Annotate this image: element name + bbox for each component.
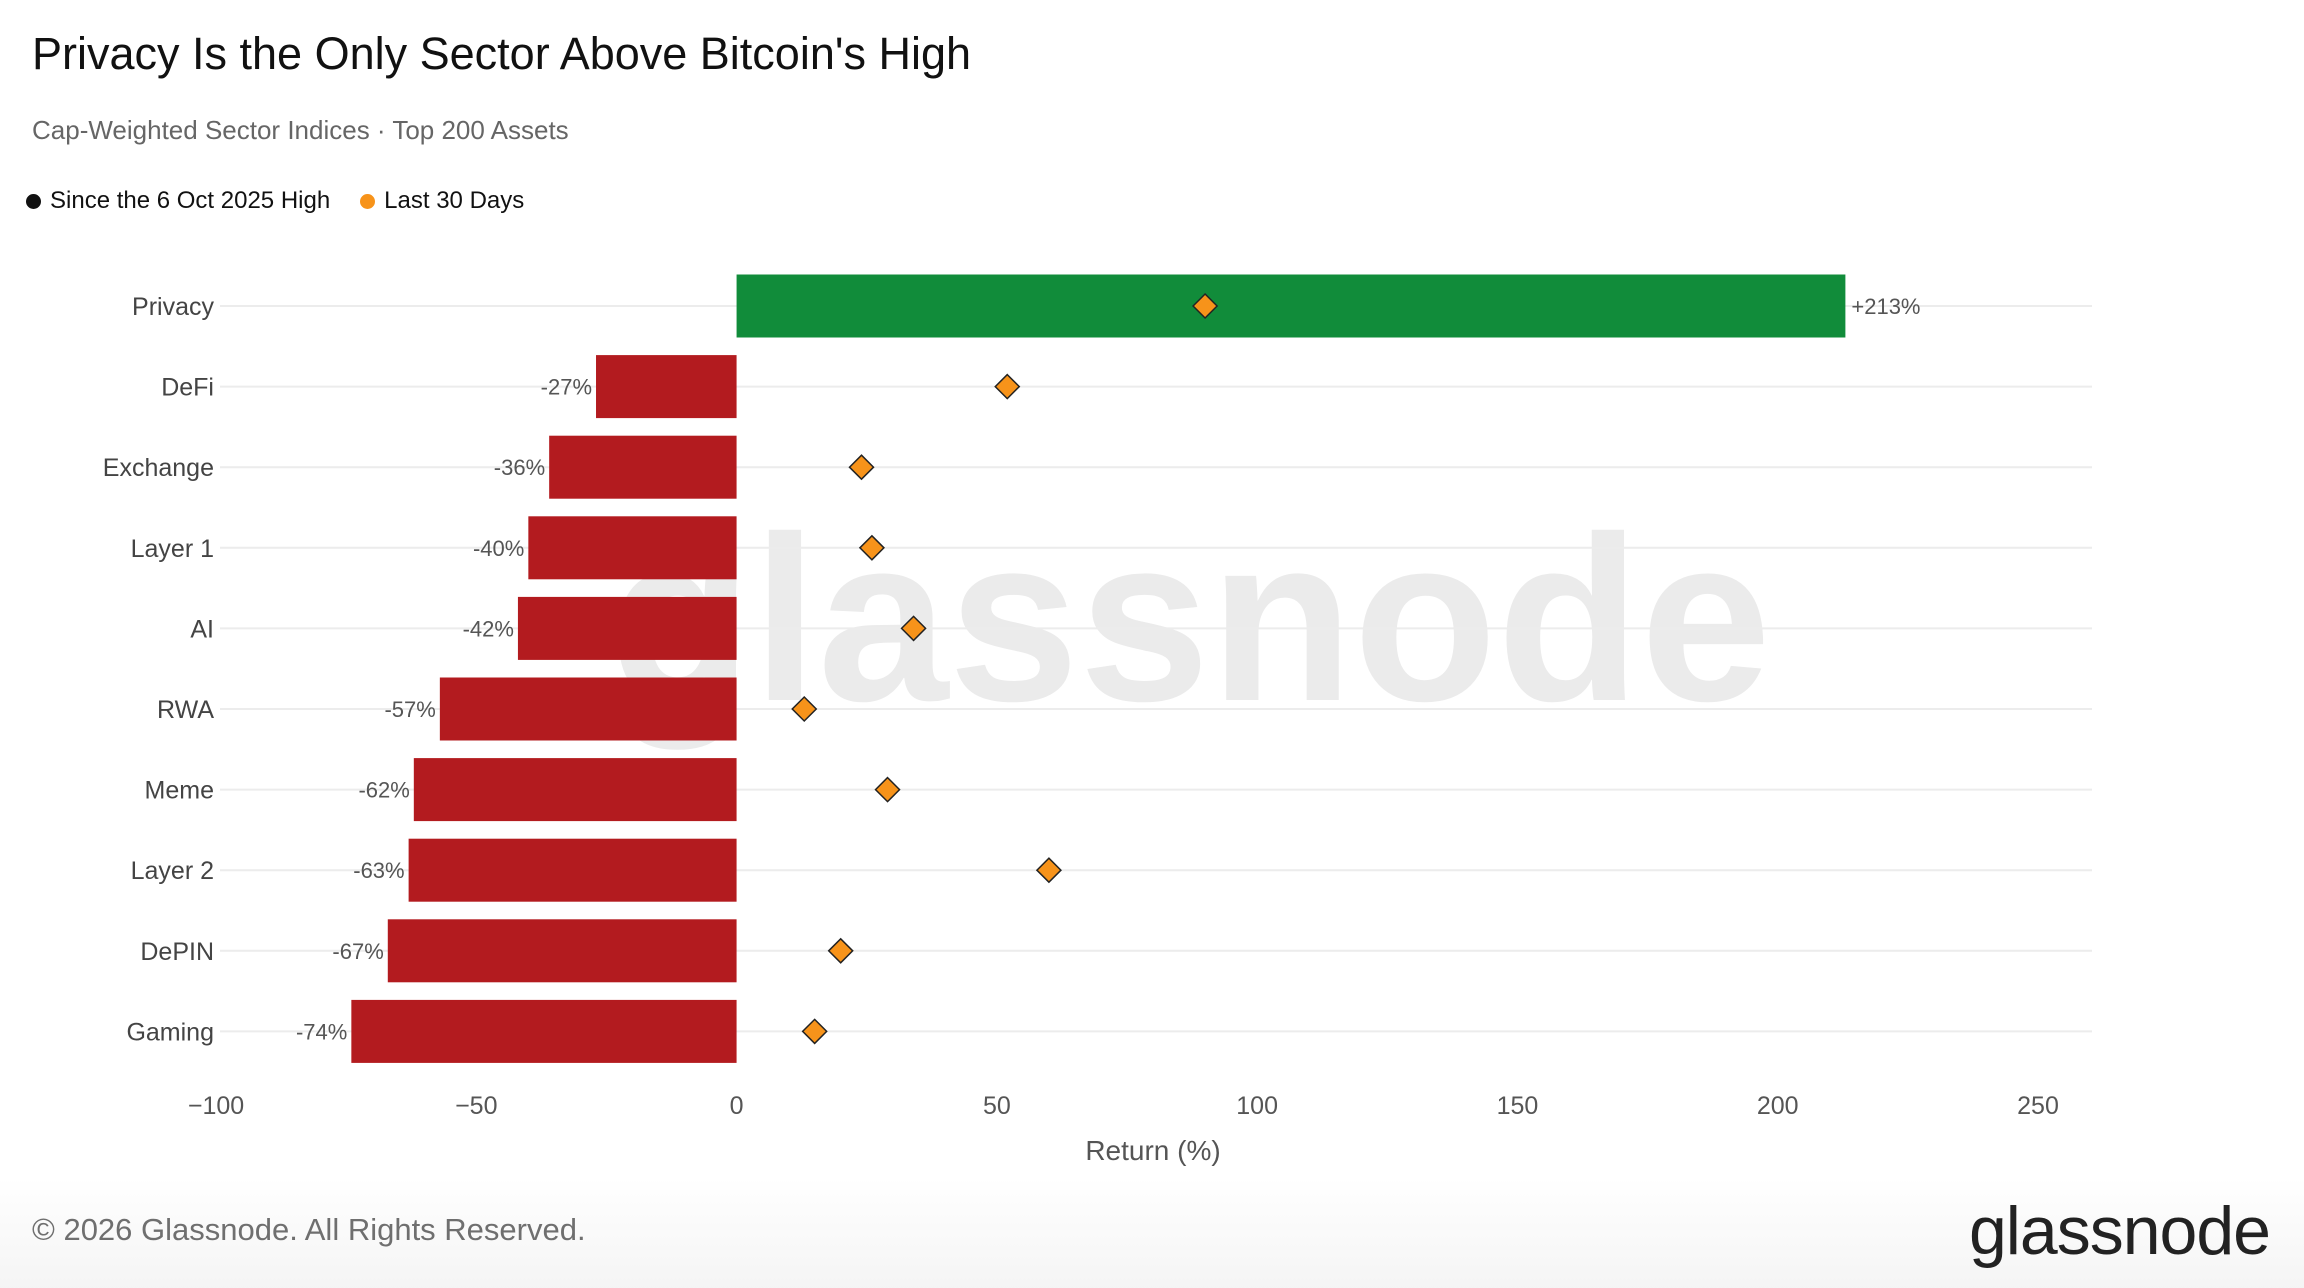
x-tick-label: 50: [983, 1092, 1011, 1120]
value-label-rwa: -57%: [384, 697, 435, 722]
legend-label-since-high: Since the 6 Oct 2025 High: [50, 187, 331, 214]
bar-meme: [413, 758, 737, 822]
bar-exchange: [549, 435, 737, 499]
marker-last-30-days-privacy: [1192, 292, 1219, 320]
copyright-text: © 2026 Glassnode. All Rights Reserved.: [32, 1212, 586, 1247]
x-tick-label: 250: [2017, 1092, 2059, 1120]
value-label-depin: -67%: [332, 939, 383, 964]
legend-item-last-30-days[interactable]: Last 30 Days: [360, 187, 524, 215]
marker-last-30-days-defi: [994, 373, 1021, 400]
marker-last-30-days-depin: [827, 937, 854, 964]
x-tick-label: 150: [1497, 1092, 1539, 1120]
x-tick-label: 200: [1757, 1092, 1799, 1120]
value-label-layer-2: -63%: [353, 858, 404, 883]
bar-layer-2: [408, 838, 737, 902]
legend: Since the 6 Oct 2025 High Last 30 Days: [26, 187, 554, 215]
category-label-layer-1: Layer 1: [131, 535, 214, 563]
legend-dot-orange: [360, 193, 376, 209]
bar-gaming: [351, 999, 737, 1063]
category-label-defi: DeFi: [161, 374, 214, 402]
marker-last-30-days-meme: [874, 776, 901, 803]
chart-subtitle: Cap-Weighted Sector Indices · Top 200 As…: [32, 115, 569, 145]
glassnode-logo: glassnode: [1968, 1193, 2271, 1269]
category-label-depin: DePIN: [140, 938, 214, 966]
marker-last-30-days-layer-1: [858, 534, 885, 561]
category-label-privacy: Privacy: [132, 293, 214, 321]
legend-item-since-high[interactable]: Since the 6 Oct 2025 High: [26, 187, 330, 215]
footer-fade: [0, 1178, 2304, 1288]
bar-depin: [387, 919, 737, 983]
value-label-gaming: -74%: [296, 1019, 347, 1044]
x-axis-label: Return (%): [1085, 1135, 1220, 1166]
x-tick-label: 0: [730, 1092, 744, 1120]
marker-last-30-days-ai: [900, 615, 927, 642]
marker-last-30-days-rwa: [791, 695, 818, 723]
x-tick-label: 100: [1236, 1092, 1278, 1120]
category-label-gaming: Gaming: [126, 1018, 214, 1046]
value-label-exchange: -36%: [494, 455, 545, 480]
bar-privacy: [736, 274, 1846, 338]
category-label-meme: Meme: [145, 777, 214, 805]
bar-ai: [517, 596, 737, 660]
bar-layer-1: [528, 516, 737, 580]
bar-defi: [596, 355, 737, 419]
category-label-layer-2: Layer 2: [131, 857, 214, 885]
watermark: glassnode: [609, 487, 1771, 750]
value-label-defi: -27%: [541, 375, 592, 400]
category-label-rwa: RWA: [157, 696, 214, 724]
value-label-layer-1: -40%: [473, 536, 524, 561]
value-label-privacy: +213%: [1851, 294, 1920, 319]
marker-last-30-days-layer-2: [1035, 857, 1062, 884]
x-tick-label: −50: [455, 1092, 497, 1120]
marker-last-30-days-exchange: [848, 454, 875, 481]
value-label-ai: -42%: [463, 616, 514, 641]
legend-label-last-30-days: Last 30 Days: [384, 187, 525, 214]
legend-dot-black: [26, 193, 41, 209]
chart-title: Privacy Is the Only Sector Above Bitcoin…: [32, 28, 972, 79]
category-label-ai: AI: [190, 615, 214, 643]
marker-last-30-days-gaming: [801, 1018, 828, 1045]
x-tick-label: −100: [188, 1092, 244, 1120]
value-label-meme: -62%: [358, 778, 409, 803]
category-label-exchange: Exchange: [103, 454, 214, 482]
bar-rwa: [439, 677, 737, 741]
